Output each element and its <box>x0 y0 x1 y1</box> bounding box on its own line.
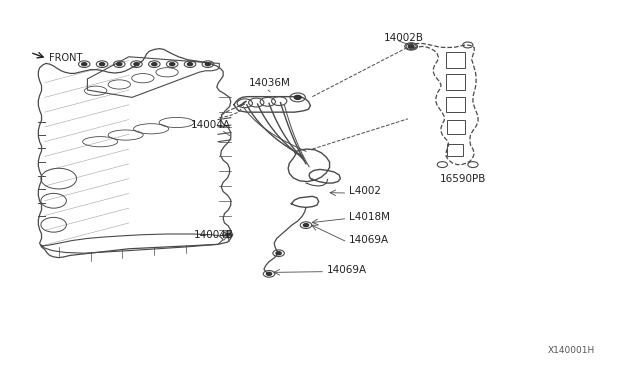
Circle shape <box>188 62 193 65</box>
Circle shape <box>134 62 139 65</box>
Text: 14069A: 14069A <box>349 235 389 245</box>
Circle shape <box>276 252 281 255</box>
Circle shape <box>294 95 301 99</box>
Circle shape <box>225 233 230 236</box>
Circle shape <box>99 62 105 65</box>
Circle shape <box>303 224 308 227</box>
Circle shape <box>82 62 87 65</box>
Circle shape <box>205 62 211 65</box>
Bar <box>446 97 465 112</box>
Text: 14036M: 14036M <box>248 78 291 88</box>
Text: X140001H: X140001H <box>548 346 595 355</box>
Text: 14004B: 14004B <box>194 230 234 240</box>
Bar <box>446 74 465 90</box>
Text: 14002B: 14002B <box>384 33 424 43</box>
Text: FRONT: FRONT <box>49 53 83 63</box>
Circle shape <box>408 45 414 48</box>
Circle shape <box>116 62 122 65</box>
Text: 14004A: 14004A <box>191 120 231 130</box>
Text: L4002: L4002 <box>349 186 381 196</box>
Bar <box>446 52 465 68</box>
Circle shape <box>152 62 157 65</box>
Circle shape <box>266 272 271 275</box>
Circle shape <box>170 62 175 65</box>
Bar <box>447 120 465 134</box>
Text: L4018M: L4018M <box>349 212 390 222</box>
Text: 16590PB: 16590PB <box>440 174 486 184</box>
Text: 14069A: 14069A <box>326 265 367 275</box>
Bar <box>447 144 463 156</box>
